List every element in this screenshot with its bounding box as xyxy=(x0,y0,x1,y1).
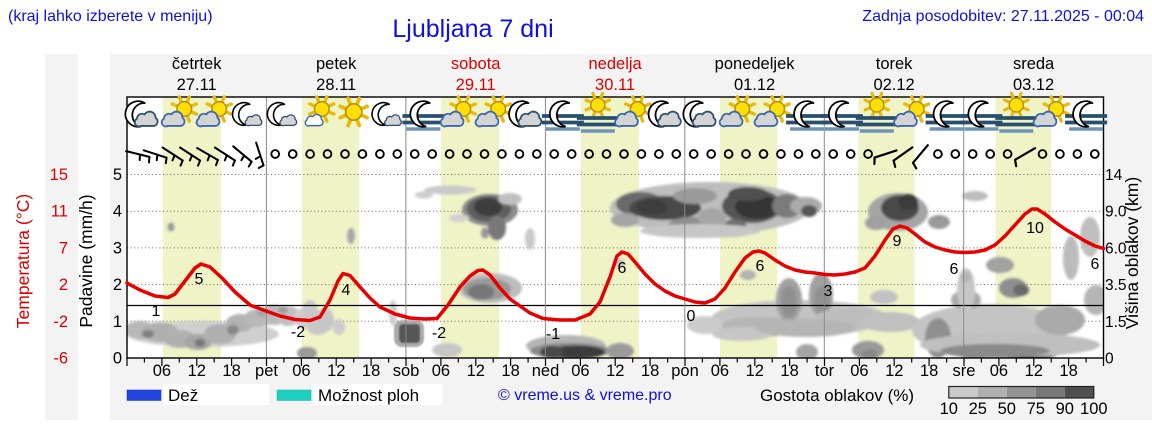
svg-text:-6: -6 xyxy=(53,350,68,368)
svg-text:75: 75 xyxy=(1027,400,1045,418)
svg-text:12: 12 xyxy=(885,362,903,380)
svg-text:18: 18 xyxy=(362,362,380,380)
svg-text:1.5: 1.5 xyxy=(1105,314,1127,331)
svg-text:18: 18 xyxy=(1059,362,1077,380)
svg-text:sreda: sreda xyxy=(1013,55,1055,73)
svg-text:02.12: 02.12 xyxy=(873,76,914,94)
svg-text:18: 18 xyxy=(780,362,798,380)
svg-text:30.11: 30.11 xyxy=(595,76,635,94)
svg-text:18: 18 xyxy=(222,362,240,380)
svg-text:pon: pon xyxy=(671,362,699,380)
svg-text:06: 06 xyxy=(292,362,310,380)
svg-text:ponedeljek: ponedeljek xyxy=(715,55,796,73)
svg-text:10: 10 xyxy=(1026,220,1044,237)
svg-text:© vreme.us & vreme.pro: © vreme.us & vreme.pro xyxy=(498,387,672,404)
svg-text:27.11: 27.11 xyxy=(177,76,217,94)
svg-text:25: 25 xyxy=(969,400,987,418)
svg-text:06: 06 xyxy=(432,362,450,380)
svg-text:10: 10 xyxy=(940,400,958,418)
svg-text:12: 12 xyxy=(746,362,764,380)
svg-text:06: 06 xyxy=(850,362,868,380)
svg-text:06: 06 xyxy=(571,362,589,380)
svg-text:50: 50 xyxy=(998,400,1016,418)
svg-text:06: 06 xyxy=(990,362,1008,380)
svg-text:-2: -2 xyxy=(432,325,446,342)
svg-text:12: 12 xyxy=(1025,362,1043,380)
svg-text:90: 90 xyxy=(1056,400,1074,418)
svg-text:06: 06 xyxy=(153,362,171,380)
svg-text:-1: -1 xyxy=(546,326,560,343)
svg-text:18: 18 xyxy=(641,362,659,380)
svg-text:4: 4 xyxy=(342,282,351,299)
svg-text:nedelja: nedelja xyxy=(588,55,642,73)
svg-text:Zadnja posodobitev: 27.11.2025: Zadnja posodobitev: 27.11.2025 - 00:04 xyxy=(862,8,1144,25)
svg-text:12: 12 xyxy=(467,362,485,380)
svg-text:18: 18 xyxy=(501,362,519,380)
svg-text:sobota: sobota xyxy=(451,55,501,73)
svg-text:6: 6 xyxy=(950,261,959,278)
svg-text:11: 11 xyxy=(51,203,68,221)
svg-text:četrtek: četrtek xyxy=(172,55,222,73)
svg-text:4: 4 xyxy=(113,203,122,221)
svg-text:06: 06 xyxy=(711,362,729,380)
svg-text:1: 1 xyxy=(152,303,161,320)
svg-text:15: 15 xyxy=(50,166,68,184)
svg-text:9: 9 xyxy=(893,233,902,250)
svg-text:5: 5 xyxy=(113,166,122,184)
svg-text:ned: ned xyxy=(532,362,560,380)
svg-text:5: 5 xyxy=(195,271,204,288)
svg-text:Gostota oblakov (%): Gostota oblakov (%) xyxy=(760,386,914,405)
svg-text:(kraj lahko izberete v meniju): (kraj lahko izberete v meniju) xyxy=(8,8,213,25)
svg-text:6: 6 xyxy=(756,258,765,275)
svg-text:3: 3 xyxy=(113,239,122,257)
svg-text:12: 12 xyxy=(327,362,345,380)
svg-text:6: 6 xyxy=(618,260,627,277)
svg-text:7: 7 xyxy=(59,239,68,257)
svg-text:pet: pet xyxy=(255,362,278,380)
svg-text:1: 1 xyxy=(113,313,122,331)
svg-text:sre: sre xyxy=(953,362,976,380)
svg-text:tor: tor xyxy=(815,362,835,380)
svg-text:3.5: 3.5 xyxy=(1105,277,1127,294)
svg-text:Možnost ploh: Možnost ploh xyxy=(318,386,419,405)
svg-text:-2: -2 xyxy=(53,313,68,331)
svg-text:Dež: Dež xyxy=(168,386,198,405)
svg-text:Temperatura (°C): Temperatura (°C) xyxy=(13,194,33,328)
svg-text:12: 12 xyxy=(606,362,624,380)
svg-text:2: 2 xyxy=(59,276,68,294)
svg-text:3: 3 xyxy=(824,283,833,300)
svg-text:01.12: 01.12 xyxy=(734,76,775,94)
svg-text:sob: sob xyxy=(393,362,420,380)
svg-text:100: 100 xyxy=(1080,400,1108,418)
svg-text:03.12: 03.12 xyxy=(1013,76,1054,94)
svg-text:9.0: 9.0 xyxy=(1105,204,1127,221)
svg-text:14: 14 xyxy=(1105,167,1123,184)
svg-text:0: 0 xyxy=(113,350,122,368)
svg-text:Padavine (mm/h): Padavine (mm/h) xyxy=(76,194,96,327)
svg-text:0: 0 xyxy=(687,308,696,325)
svg-text:Ljubljana 7 dni: Ljubljana 7 dni xyxy=(392,15,553,43)
svg-text:6.0: 6.0 xyxy=(1105,240,1127,257)
svg-text:0: 0 xyxy=(1105,351,1114,368)
svg-text:12: 12 xyxy=(188,362,206,380)
svg-text:18: 18 xyxy=(920,362,938,380)
svg-text:-2: -2 xyxy=(291,324,305,341)
svg-text:2: 2 xyxy=(113,276,122,294)
svg-text:petek: petek xyxy=(316,55,357,73)
svg-text:28.11: 28.11 xyxy=(316,76,356,94)
svg-text:6: 6 xyxy=(1091,256,1100,273)
svg-text:29.11: 29.11 xyxy=(456,76,496,94)
svg-text:torek: torek xyxy=(876,55,913,73)
svg-text:Višina oblakov (km): Višina oblakov (km) xyxy=(1122,177,1142,329)
